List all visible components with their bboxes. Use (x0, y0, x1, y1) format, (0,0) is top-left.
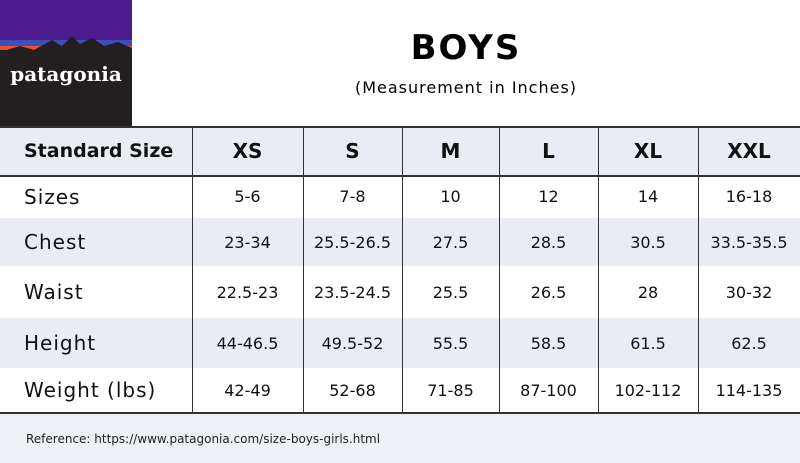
header-cell: Standard Size (0, 126, 192, 175)
cell: 14 (598, 175, 698, 218)
row-label: Height (0, 318, 192, 368)
border (0, 175, 800, 177)
cell: 30.5 (598, 218, 698, 266)
cell: 102-112 (598, 368, 698, 412)
subtitle: (Measurement in Inches) (354, 78, 578, 97)
cell: 12 (499, 175, 598, 218)
border (303, 126, 304, 412)
cell: 28 (598, 266, 698, 318)
cell: 71-85 (402, 368, 499, 412)
cell: 22.5-23 (192, 266, 303, 318)
cell: 10 (402, 175, 499, 218)
header-cell: S (303, 126, 402, 175)
cell: 44-46.5 (192, 318, 303, 368)
cell: 55.5 (402, 318, 499, 368)
row-label: Weight (lbs) (0, 368, 192, 412)
cell: 62.5 (698, 318, 800, 368)
cell: 61.5 (598, 318, 698, 368)
logo-art (0, 0, 132, 62)
cell: 7-8 (303, 175, 402, 218)
footer: Reference: https://www.patagonia.com/siz… (0, 412, 800, 463)
border (0, 126, 800, 128)
reference: Reference: https://www.patagonia.com/siz… (26, 432, 381, 446)
cell: 25.5 (402, 266, 499, 318)
cell: 23-34 (192, 218, 303, 266)
row-label: Sizes (0, 175, 192, 218)
cell: 26.5 (499, 266, 598, 318)
cell: 114-135 (698, 368, 800, 412)
cell: 28.5 (499, 218, 598, 266)
header-cell: XXL (698, 126, 800, 175)
logo-text: patagonia (10, 62, 122, 86)
header-cell: XS (192, 126, 303, 175)
border (499, 126, 500, 412)
cell: 87-100 (499, 368, 598, 412)
row-label: Chest (0, 218, 192, 266)
border (698, 126, 699, 412)
cell: 42-49 (192, 368, 303, 412)
header-cell: M (402, 126, 499, 175)
header-cell: XL (598, 126, 698, 175)
size-table: Standard Size XS S M L XL XXL Sizes 5-6 7-8 10 12 14… (0, 126, 800, 412)
row-label: Waist (0, 266, 192, 318)
cell: 33.5-35.5 (698, 218, 800, 266)
cell: 52-68 (303, 368, 402, 412)
title: BOYS (410, 28, 522, 68)
logo: patagonia (0, 0, 132, 126)
cell: 5-6 (192, 175, 303, 218)
border (192, 126, 193, 412)
cell: 58.5 (499, 318, 598, 368)
cell: 25.5-26.5 (303, 218, 402, 266)
cell: 49.5-52 (303, 318, 402, 368)
cell: 27.5 (402, 218, 499, 266)
header-cell: L (499, 126, 598, 175)
border (402, 126, 403, 412)
border (598, 126, 599, 412)
cell: 16-18 (698, 175, 800, 218)
cell: 23.5-24.5 (303, 266, 402, 318)
cell: 30-32 (698, 266, 800, 318)
